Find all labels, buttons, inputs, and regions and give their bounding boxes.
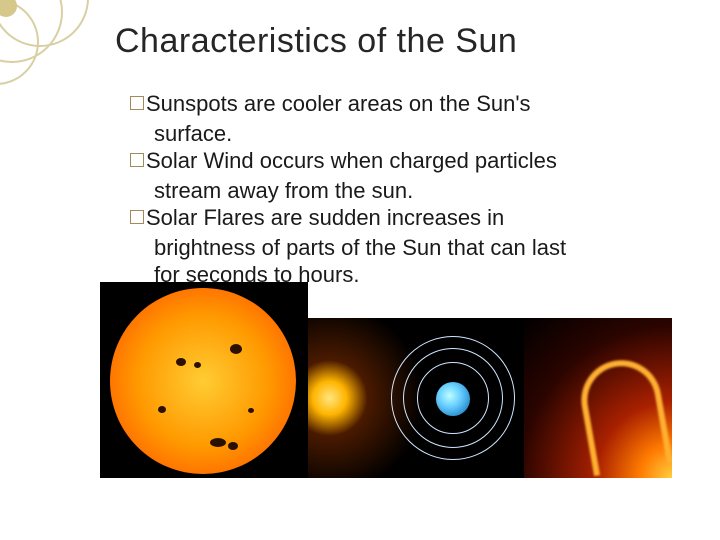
solar-wind-image	[308, 318, 524, 478]
square-bullet-icon	[130, 210, 144, 224]
sunspot	[210, 438, 226, 447]
bullet-item: Solar Flares are sudden increases in	[130, 204, 670, 232]
bullet-text: Sunspots are cooler areas on the Sun's	[146, 91, 531, 116]
sunspot	[176, 358, 186, 366]
bullet-item: Solar Wind occurs when charged particles	[130, 147, 670, 175]
sun-disc	[110, 288, 296, 474]
earth-icon	[436, 382, 470, 416]
sunspots-image	[100, 282, 308, 478]
solar-flare-image	[524, 318, 672, 478]
square-bullet-icon	[130, 96, 144, 110]
bullet-continuation: stream away from the sun.	[130, 177, 670, 205]
sunspot	[158, 406, 166, 413]
corner-decoration	[0, 0, 130, 130]
bullet-continuation: surface.	[130, 120, 670, 148]
sunspot	[248, 408, 254, 413]
sunspot	[228, 442, 238, 450]
bullet-continuation: brightness of parts of the Sun that can …	[130, 234, 670, 262]
bullet-list: Sunspots are cooler areas on the Sun's s…	[130, 90, 670, 289]
sunspot	[194, 362, 201, 368]
square-bullet-icon	[130, 153, 144, 167]
bullet-item: Sunspots are cooler areas on the Sun's	[130, 90, 670, 118]
slide-title: Characteristics of the Sun	[115, 22, 517, 61]
bullet-text: Solar Flares are sudden increases in	[146, 205, 504, 230]
image-row	[100, 282, 672, 478]
sunspot	[230, 344, 242, 354]
bullet-text: Solar Wind occurs when charged particles	[146, 148, 557, 173]
